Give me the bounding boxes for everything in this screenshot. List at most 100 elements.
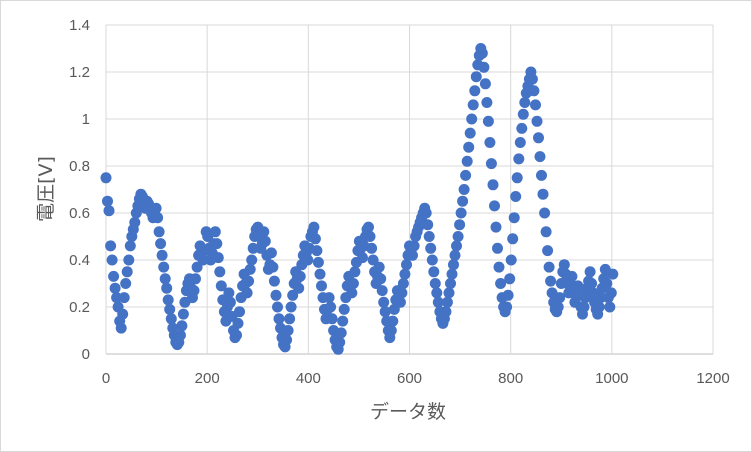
data-point bbox=[314, 268, 326, 280]
data-point bbox=[408, 240, 420, 252]
data-point bbox=[234, 306, 245, 318]
data-point bbox=[241, 287, 253, 299]
data-point bbox=[482, 115, 494, 127]
data-point bbox=[566, 270, 578, 282]
data-point bbox=[460, 169, 472, 181]
data-point bbox=[467, 99, 479, 111]
data-point bbox=[124, 240, 136, 252]
data-point bbox=[425, 242, 437, 254]
data-point bbox=[232, 317, 244, 329]
data-point bbox=[152, 212, 164, 224]
y-tick-label: 0.4 bbox=[69, 252, 90, 269]
data-point bbox=[461, 155, 473, 167]
data-point bbox=[120, 278, 132, 289]
data-point bbox=[543, 261, 555, 273]
data-point bbox=[451, 240, 462, 252]
data-point bbox=[469, 85, 481, 97]
data-point bbox=[595, 292, 607, 304]
data-point bbox=[452, 231, 464, 242]
data-point bbox=[508, 212, 520, 224]
data-point bbox=[470, 71, 482, 83]
data-point bbox=[492, 242, 503, 254]
data-point bbox=[311, 245, 323, 257]
data-point bbox=[539, 207, 551, 219]
data-point bbox=[422, 219, 434, 231]
data-point bbox=[401, 259, 412, 271]
data-point bbox=[373, 261, 385, 273]
data-point bbox=[190, 273, 201, 285]
y-tick-label: 1.4 bbox=[69, 17, 90, 34]
data-point bbox=[572, 280, 584, 292]
data-point bbox=[531, 115, 543, 127]
data-point bbox=[153, 226, 165, 238]
data-point bbox=[165, 313, 177, 325]
data-point bbox=[326, 313, 338, 325]
data-point bbox=[476, 47, 488, 59]
data-point bbox=[302, 254, 314, 266]
y-tick-label: 1.2 bbox=[69, 64, 90, 81]
data-point bbox=[375, 273, 387, 285]
data-point bbox=[364, 231, 376, 242]
x-tick-label: 400 bbox=[296, 370, 321, 387]
data-point bbox=[102, 195, 113, 207]
data-point bbox=[607, 268, 619, 280]
data-point bbox=[258, 226, 270, 238]
data-point bbox=[537, 188, 549, 200]
data-point bbox=[429, 278, 441, 289]
data-point bbox=[502, 289, 514, 301]
data-point bbox=[176, 320, 188, 332]
data-point bbox=[268, 275, 280, 287]
x-axis-title: データ数 bbox=[370, 401, 446, 423]
data-point bbox=[516, 122, 528, 134]
data-point bbox=[397, 278, 409, 289]
data-point bbox=[155, 238, 167, 250]
data-point bbox=[455, 207, 467, 219]
x-axis-ticks: 0 200 400 600 800 1000 1200 bbox=[102, 370, 730, 387]
data-point bbox=[159, 273, 171, 285]
data-point bbox=[188, 285, 200, 297]
data-point bbox=[443, 287, 455, 299]
data-point bbox=[244, 263, 256, 275]
gridlines bbox=[105, 24, 714, 355]
data-point bbox=[246, 254, 258, 266]
data-point bbox=[426, 254, 438, 266]
data-point bbox=[325, 301, 337, 313]
data-points bbox=[100, 43, 619, 355]
data-point bbox=[338, 303, 350, 315]
data-point bbox=[519, 97, 531, 108]
x-tick-label: 1200 bbox=[696, 370, 729, 387]
x-tick-label: 1000 bbox=[595, 370, 628, 387]
data-point bbox=[323, 292, 335, 304]
data-point bbox=[109, 282, 121, 294]
data-point bbox=[259, 235, 271, 247]
data-point bbox=[501, 301, 513, 313]
data-point bbox=[349, 266, 361, 278]
data-point bbox=[111, 292, 123, 304]
data-point bbox=[376, 285, 388, 297]
data-point bbox=[420, 207, 432, 219]
data-point bbox=[223, 287, 235, 299]
data-point bbox=[272, 301, 283, 313]
data-point bbox=[481, 97, 493, 108]
x-tick-label: 600 bbox=[397, 370, 422, 387]
data-point bbox=[158, 261, 170, 273]
data-point bbox=[396, 287, 408, 299]
data-point bbox=[604, 301, 616, 313]
data-point bbox=[161, 282, 173, 294]
data-point bbox=[118, 292, 130, 304]
data-point bbox=[489, 200, 500, 212]
data-point bbox=[357, 252, 368, 264]
data-point bbox=[174, 329, 186, 341]
data-point bbox=[347, 278, 359, 289]
data-point bbox=[545, 275, 557, 287]
data-point bbox=[121, 266, 133, 278]
data-point bbox=[593, 301, 605, 313]
data-point bbox=[243, 275, 255, 287]
data-point bbox=[162, 294, 174, 306]
data-point bbox=[123, 254, 135, 266]
data-point bbox=[493, 261, 505, 273]
data-point bbox=[495, 278, 507, 289]
data-point bbox=[399, 268, 411, 280]
data-point bbox=[517, 108, 529, 120]
data-point bbox=[542, 245, 554, 257]
